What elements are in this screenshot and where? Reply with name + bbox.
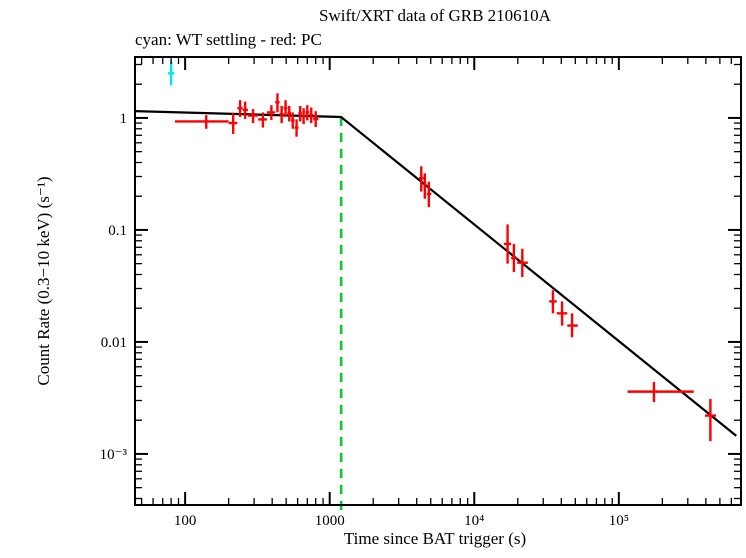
x-tick-label: 1000 xyxy=(315,513,345,529)
y-tick-label: 0.1 xyxy=(108,223,127,239)
x-tick-label: 10⁴ xyxy=(464,513,484,529)
y-tick-label: 0.01 xyxy=(101,335,127,351)
x-axis-label: Time since BAT trigger (s) xyxy=(343,529,527,548)
x-tick-label: 10⁵ xyxy=(609,513,629,529)
y-tick-label: 10⁻³ xyxy=(100,447,128,463)
y-axis-label: Count Rate (0.3−10 keV) (s⁻¹) xyxy=(34,176,53,386)
model-fit-line xyxy=(134,110,737,437)
plot-frame xyxy=(134,56,742,506)
x-tick-label: 100 xyxy=(174,513,197,529)
chart-title: Swift/XRT data of GRB 210610A xyxy=(319,6,551,25)
chart-subtitle: cyan: WT settling - red: PC xyxy=(135,30,322,49)
y-tick-label: 1 xyxy=(120,111,128,127)
